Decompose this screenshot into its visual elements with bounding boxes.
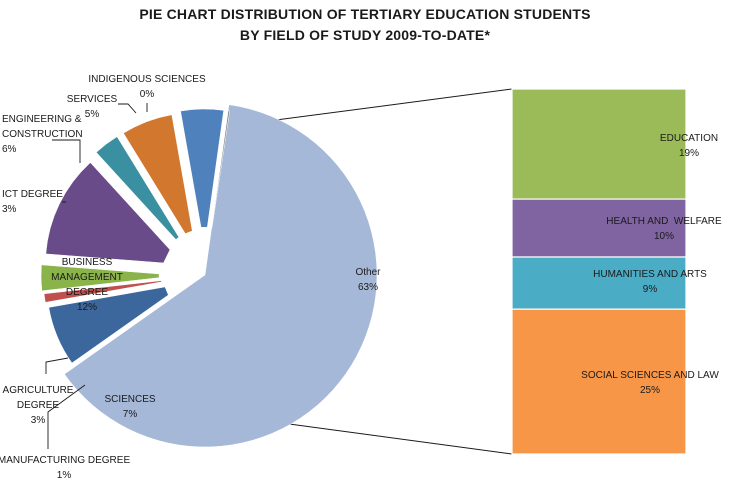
label-agriculture-degree: AGRICULTURE DEGREE 3% [3,385,74,426]
chart-title-line1: PIE CHART DISTRIBUTION OF TERTIARY EDUCA… [139,6,591,22]
label-indigenous-sciences: INDIGENOUS SCIENCES 0% [88,74,206,100]
data-labels: Other 63% SCIENCES 7% BUSINESS MANAGEMENT DEGR… [0,74,722,481]
stacked-bar [511,88,687,455]
pie-slice-engineering-and-construction [123,114,193,234]
pie-slice-ict-degree [95,136,180,240]
pie-slice-agriculture-degree [40,264,160,292]
label-ict-degree: ICT DEGREE 3% [2,189,63,215]
bar-segment-health-and-welfare [511,198,687,258]
label-business-management-degree: BUSINESS MANAGEMENT DEGREE 12% [51,257,123,313]
connector-top [237,88,513,126]
leader-agriculture-degree [45,357,69,374]
bar-segment-education [511,88,687,200]
label-services: SERVICES 5% [67,94,118,120]
pie-slice-sciences [48,286,169,364]
label-engineering-and-construction: ENGINEERING & CONSTRUCTION 6% [2,114,83,155]
leader-manufacturing-degree [47,384,86,449]
pie-slice-other [64,104,378,448]
pie-slice-business-management-degree [45,162,171,264]
chart-title-line2: BY FIELD OF STUDY 2009-TO-DATE* [239,27,491,43]
label-other: Other 63% [355,267,381,293]
leader-lines [45,103,148,449]
label-manufacturing-degree: MANUFACTURING DEGREE 1% [0,455,130,481]
label-health-and-welfare: HEALTH AND WELFARE 10% [606,216,722,242]
leader-engineering-and-construction [52,139,81,163]
label-education: EDUCATION 19% [660,133,718,159]
leader-services [118,103,137,114]
bar-segment-social-sciences-and-law [511,308,687,455]
label-humanities-and-arts: HUMANITIES AND ARTS 9% [593,269,707,295]
bar-segment-humanities-and-arts [511,256,687,310]
pie-slice-manufacturing-degree [43,280,162,303]
pie-slice-indigenous-sciences [211,110,230,228]
label-social-sciences-and-law: SOCIAL SCIENCES AND LAW 25% [581,370,719,396]
pie [40,104,378,448]
label-sciences: SCIENCES 7% [104,394,155,420]
pie-slice-services [180,108,224,228]
